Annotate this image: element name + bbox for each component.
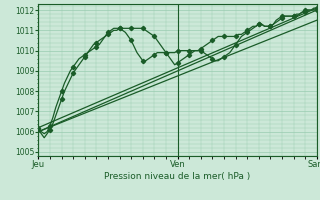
X-axis label: Pression niveau de la mer( hPa ): Pression niveau de la mer( hPa ) <box>104 172 251 181</box>
